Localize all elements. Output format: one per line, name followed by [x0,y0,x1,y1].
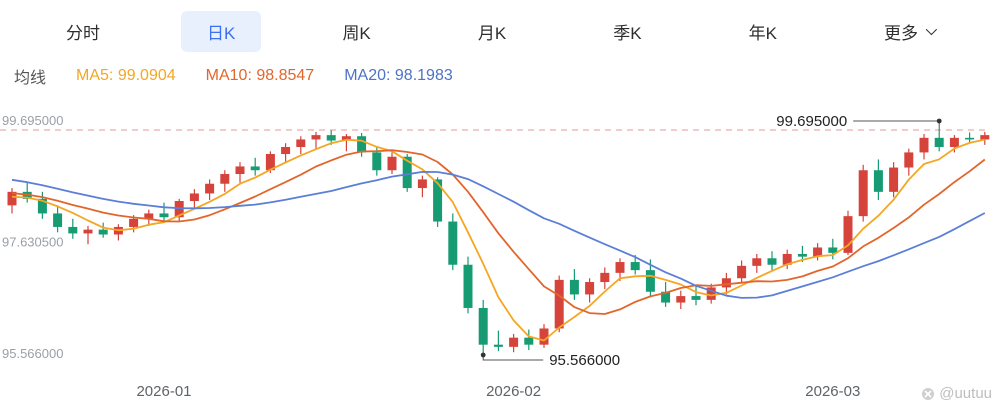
tab-weekly-k[interactable]: 周K [316,11,396,52]
svg-text:99.695000: 99.695000 [2,113,63,128]
chevron-down-icon [925,23,938,36]
tab-label: 分时 [66,23,100,43]
tab-label: 周K [342,23,371,43]
tab-label: 年K [748,23,777,43]
tab-monthly-k[interactable]: 月K [452,11,532,52]
svg-text:99.695000: 99.695000 [776,113,847,130]
svg-text:95.566000: 95.566000 [549,352,620,369]
svg-text:2026-02: 2026-02 [486,383,541,400]
watermark-text: @uutuu [939,385,992,402]
svg-text:2026-03: 2026-03 [805,383,860,400]
svg-text:95.566000: 95.566000 [2,346,63,361]
tab-label: 季K [613,23,642,43]
tab-daily-k[interactable]: 日K [181,10,262,52]
watermark: @uutuu [921,385,992,402]
ma-legend: 均线 MA5: 99.0904 MA10: 98.8547 MA20: 98.1… [14,64,453,88]
ma5-readout: MA5: 99.0904 [76,67,176,84]
ma-legend-title: 均线 [14,70,47,87]
ma10-readout: MA10: 98.8547 [205,67,315,84]
svg-text:97.630500: 97.630500 [2,235,63,250]
tab-yearly-k[interactable]: 年K [723,11,803,52]
svg-text:2026-01: 2026-01 [136,383,191,400]
tab-label: 月K [477,23,507,43]
tab-fenshi[interactable]: 分时 [40,11,126,52]
watermark-logo-icon [922,387,935,400]
tab-label: 更多 [884,23,918,43]
tab-label: 日K [207,23,236,43]
kline-tab-bar: 分时 日K 周K 月K 季K 年K 更多 [0,8,1000,54]
ma20-readout: MA20: 98.1983 [344,67,453,84]
tab-quarterly-k[interactable]: 季K [587,11,667,52]
tab-more[interactable]: 更多 [858,11,960,52]
